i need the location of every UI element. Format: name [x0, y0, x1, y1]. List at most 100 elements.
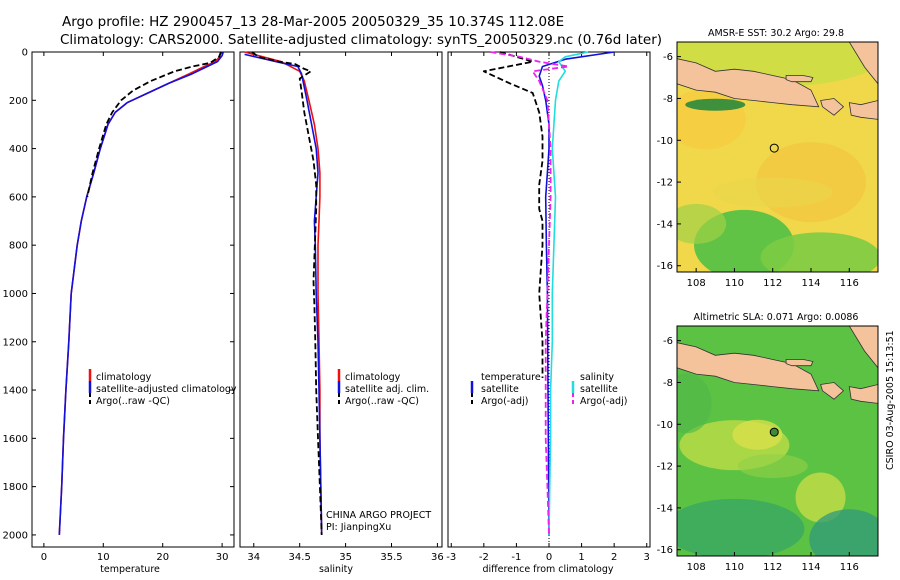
map-y-tick-label: -10 [657, 136, 673, 147]
map-y-tick-label: -14 [657, 219, 673, 230]
series-line-argo-raw-qc- [86, 51, 222, 198]
sla-map-title: Altimetric SLA: 0.071 Argo: 0.0086 [694, 312, 859, 323]
x-tick-label: 36 [431, 552, 444, 563]
plot-frame [31, 51, 235, 548]
sst-map-title: AMSR-E SST: 30.2 Argo: 29.8 [708, 28, 844, 39]
legend-diff-temperature: temperature [481, 372, 541, 383]
map-x-tick-label: 112 [763, 562, 782, 573]
figure-title-line2: Climatology: CARS2000. Satellite-adjuste… [60, 32, 662, 48]
temperature-axis-label: temperature [100, 564, 160, 575]
difference-axis-label: difference from climatology [482, 564, 613, 575]
map-y-tick-label: -6 [663, 336, 673, 347]
legend-diff-salinity: salinity [580, 372, 614, 383]
map-y-tick-label: -8 [663, 378, 673, 389]
x-tick-label: 1 [578, 552, 584, 563]
figure-title-line1: Argo profile: HZ 2900457_13 28-Mar-2005 … [62, 14, 564, 30]
legend-satellite-adjusted: satellite-adjusted climatology [96, 384, 237, 395]
map-x-tick-label: 108 [687, 562, 706, 573]
series-line-satellite-adj-clim- [244, 53, 323, 535]
bali-island [820, 98, 845, 116]
map-x-tick-label: 116 [840, 562, 859, 573]
map-y-tick-label: -10 [657, 420, 673, 431]
x-tick-label: 34.5 [289, 552, 311, 563]
legend-sal-argo: Argo(..raw -QC) [345, 396, 419, 407]
map-anomaly [677, 203, 727, 244]
legend-climatology: climatology [96, 372, 152, 383]
map-frame [676, 41, 879, 273]
y-tick-label: 400 [9, 144, 28, 155]
x-tick-label: 3 [644, 552, 650, 563]
series-line-temperature-satellite [538, 51, 615, 535]
sla-map-panel: 108 110 112 114 116 -6 -8 -10 -12 -14 -16 [657, 325, 879, 573]
x-tick-label: 2 [611, 552, 617, 563]
float-position-marker [769, 143, 779, 153]
y-tick-label: 0 [22, 48, 28, 59]
temperature-profile-panel: 0 10 20 30 0 200 400 600 800 1000 1200 1400 1600 1800… [3, 48, 235, 563]
y-tick-label: 1200 [3, 337, 28, 348]
map-x-tick-label: 114 [801, 562, 820, 573]
bali-island [820, 382, 845, 400]
lombok-sumbawa-island [848, 100, 878, 120]
map-anomaly [677, 498, 805, 556]
pi-credit: PI: JianpingXu [326, 522, 391, 533]
plot-frame [239, 51, 443, 548]
legend-diff-sal-argo: Argo(-adj) [580, 396, 627, 407]
y-tick-label: 2000 [3, 530, 28, 541]
madura-island [785, 75, 814, 83]
map-y-tick-label: -6 [663, 52, 673, 63]
difference-profile-panel: -3 -2 -1 0 1 2 3 [446, 51, 651, 563]
x-tick-label: -1 [511, 552, 521, 563]
salinity-profile-panel: 34 34.5 35 35.5 36 [239, 51, 444, 563]
x-tick-label: 35.5 [380, 552, 402, 563]
series-line-salinity-satellite [548, 51, 589, 535]
x-tick-label: 0 [41, 552, 47, 563]
map-anomaly [712, 177, 833, 208]
java-island [677, 342, 820, 392]
float-position-marker [769, 427, 779, 437]
x-tick-label: -3 [446, 552, 456, 563]
map-frame [676, 325, 879, 557]
map-y-tick-label: -16 [657, 261, 673, 272]
madura-island [785, 359, 814, 367]
map-y-tick-label: -14 [657, 503, 673, 514]
y-tick-label: 1800 [3, 482, 28, 493]
series-line-argo-raw-qc- [251, 51, 323, 535]
x-tick-label: -2 [479, 552, 489, 563]
map-field [677, 42, 878, 272]
map-field [677, 326, 878, 556]
x-tick-label: 20 [156, 552, 169, 563]
temperature-legend: climatology satellite-adjusted climatolo… [88, 369, 237, 407]
map-y-tick-label: -16 [657, 545, 673, 556]
difference-legend: temperature satellite Argo(-adj) salinit… [470, 372, 627, 407]
x-tick-label: 10 [97, 552, 110, 563]
map-anomaly [732, 419, 783, 450]
series-line-climatology [58, 51, 222, 535]
y-tick-label: 800 [9, 241, 28, 252]
series-line-climatology [244, 51, 323, 535]
map-x-tick-label: 112 [763, 278, 782, 289]
salinity-legend: climatology satellite adj. clim. Argo(..… [337, 369, 429, 407]
map-x-tick-label: 108 [687, 278, 706, 289]
x-tick-label: 34 [247, 552, 260, 563]
y-tick-label: 200 [9, 96, 28, 107]
map-anomaly [737, 454, 808, 479]
legend-sal-satellite: satellite adj. clim. [345, 384, 429, 395]
legend-diff-temp-argo: Argo(-adj) [481, 396, 528, 407]
map-x-tick-label: 110 [725, 562, 744, 573]
map-y-tick-label: -8 [663, 94, 673, 105]
legend-sal-climatology: climatology [345, 372, 401, 383]
map-anomaly [685, 98, 746, 111]
x-tick-label: 0 [546, 552, 552, 563]
map-y-tick-label: -12 [657, 178, 673, 189]
series-line-temperature-argo-adj- [482, 51, 544, 378]
y-tick-label: 1600 [3, 434, 28, 445]
legend-argo: Argo(..raw -QC) [96, 396, 170, 407]
project-credit: CHINA ARGO PROJECT [326, 510, 431, 521]
north-landmass [848, 326, 878, 369]
map-x-tick-label: 114 [801, 278, 820, 289]
y-tick-label: 600 [9, 192, 28, 203]
map-y-tick-label: -12 [657, 462, 673, 473]
map-anomaly [795, 472, 846, 523]
map-x-tick-label: 110 [725, 278, 744, 289]
